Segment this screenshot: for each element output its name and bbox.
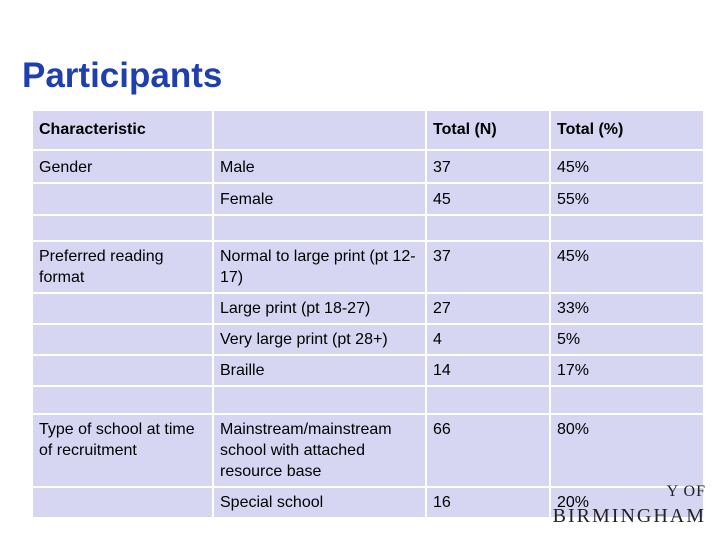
- table-cell: [427, 387, 549, 413]
- participants-table: Characteristic Total (N) Total (%) Gende…: [31, 109, 705, 519]
- table-row: [33, 216, 703, 240]
- table-cell: Male: [214, 151, 425, 182]
- table-cell: 16: [427, 488, 549, 517]
- table-cell: 27: [427, 294, 549, 323]
- table-cell: Preferred reading format: [33, 242, 212, 292]
- table-cell: [33, 387, 212, 413]
- table-row: Preferred reading format Normal to large…: [33, 242, 703, 292]
- header-total-n: Total (N): [427, 111, 549, 149]
- table-cell: 45%: [551, 242, 703, 292]
- table-row: Gender Male 37 45%: [33, 151, 703, 182]
- table-row: Type of school at time of recruitment Ma…: [33, 415, 703, 486]
- table-cell: 14: [427, 356, 549, 385]
- table-row: Large print (pt 18-27) 27 33%: [33, 294, 703, 323]
- table-cell: Braille: [214, 356, 425, 385]
- table-cell: [214, 387, 425, 413]
- table-cell: [214, 216, 425, 240]
- table-cell: Special school: [214, 488, 425, 517]
- slide-title: Participants: [22, 56, 223, 95]
- participants-table-container: Characteristic Total (N) Total (%) Gende…: [31, 109, 705, 519]
- table-cell: 55%: [551, 184, 703, 214]
- table-cell: 45: [427, 184, 549, 214]
- table-cell: 33%: [551, 294, 703, 323]
- table-cell: 5%: [551, 325, 703, 354]
- header-characteristic: Characteristic: [33, 111, 212, 149]
- header-category: [214, 111, 425, 149]
- table-cell: [33, 294, 212, 323]
- table-cell: [551, 216, 703, 240]
- table-cell: 45%: [551, 151, 703, 182]
- table-header-row: Characteristic Total (N) Total (%): [33, 111, 703, 149]
- header-total-percent: Total (%): [551, 111, 703, 149]
- table-cell: 37: [427, 242, 549, 292]
- table-cell: 17%: [551, 356, 703, 385]
- table-cell: Gender: [33, 151, 212, 182]
- table-cell: 80%: [551, 415, 703, 486]
- table-cell: Large print (pt 18-27): [214, 294, 425, 323]
- table-cell: Female: [214, 184, 425, 214]
- table-cell: 37: [427, 151, 549, 182]
- table-cell: Type of school at time of recruitment: [33, 415, 212, 486]
- table-cell: [33, 325, 212, 354]
- table-cell: [33, 216, 212, 240]
- table-cell: Very large print (pt 28+): [214, 325, 425, 354]
- table-cell: [33, 488, 212, 517]
- table-row: Special school 16 20%: [33, 488, 703, 517]
- table-cell: Normal to large print (pt 12-17): [214, 242, 425, 292]
- table-cell: [551, 387, 703, 413]
- table-cell: [33, 356, 212, 385]
- table-cell: 20%: [551, 488, 703, 517]
- table-cell: [427, 216, 549, 240]
- logo-text-line1: Y OF: [666, 483, 706, 500]
- table-cell: 66: [427, 415, 549, 486]
- logo-text-line2: BIRMINGHAM: [552, 505, 706, 527]
- table-row: Braille 14 17%: [33, 356, 703, 385]
- table-cell: Mainstream/mainstream school with attach…: [214, 415, 425, 486]
- table-cell: 4: [427, 325, 549, 354]
- table-row: Female 45 55%: [33, 184, 703, 214]
- table-row: Very large print (pt 28+) 4 5%: [33, 325, 703, 354]
- table-row: [33, 387, 703, 413]
- table-cell: [33, 184, 212, 214]
